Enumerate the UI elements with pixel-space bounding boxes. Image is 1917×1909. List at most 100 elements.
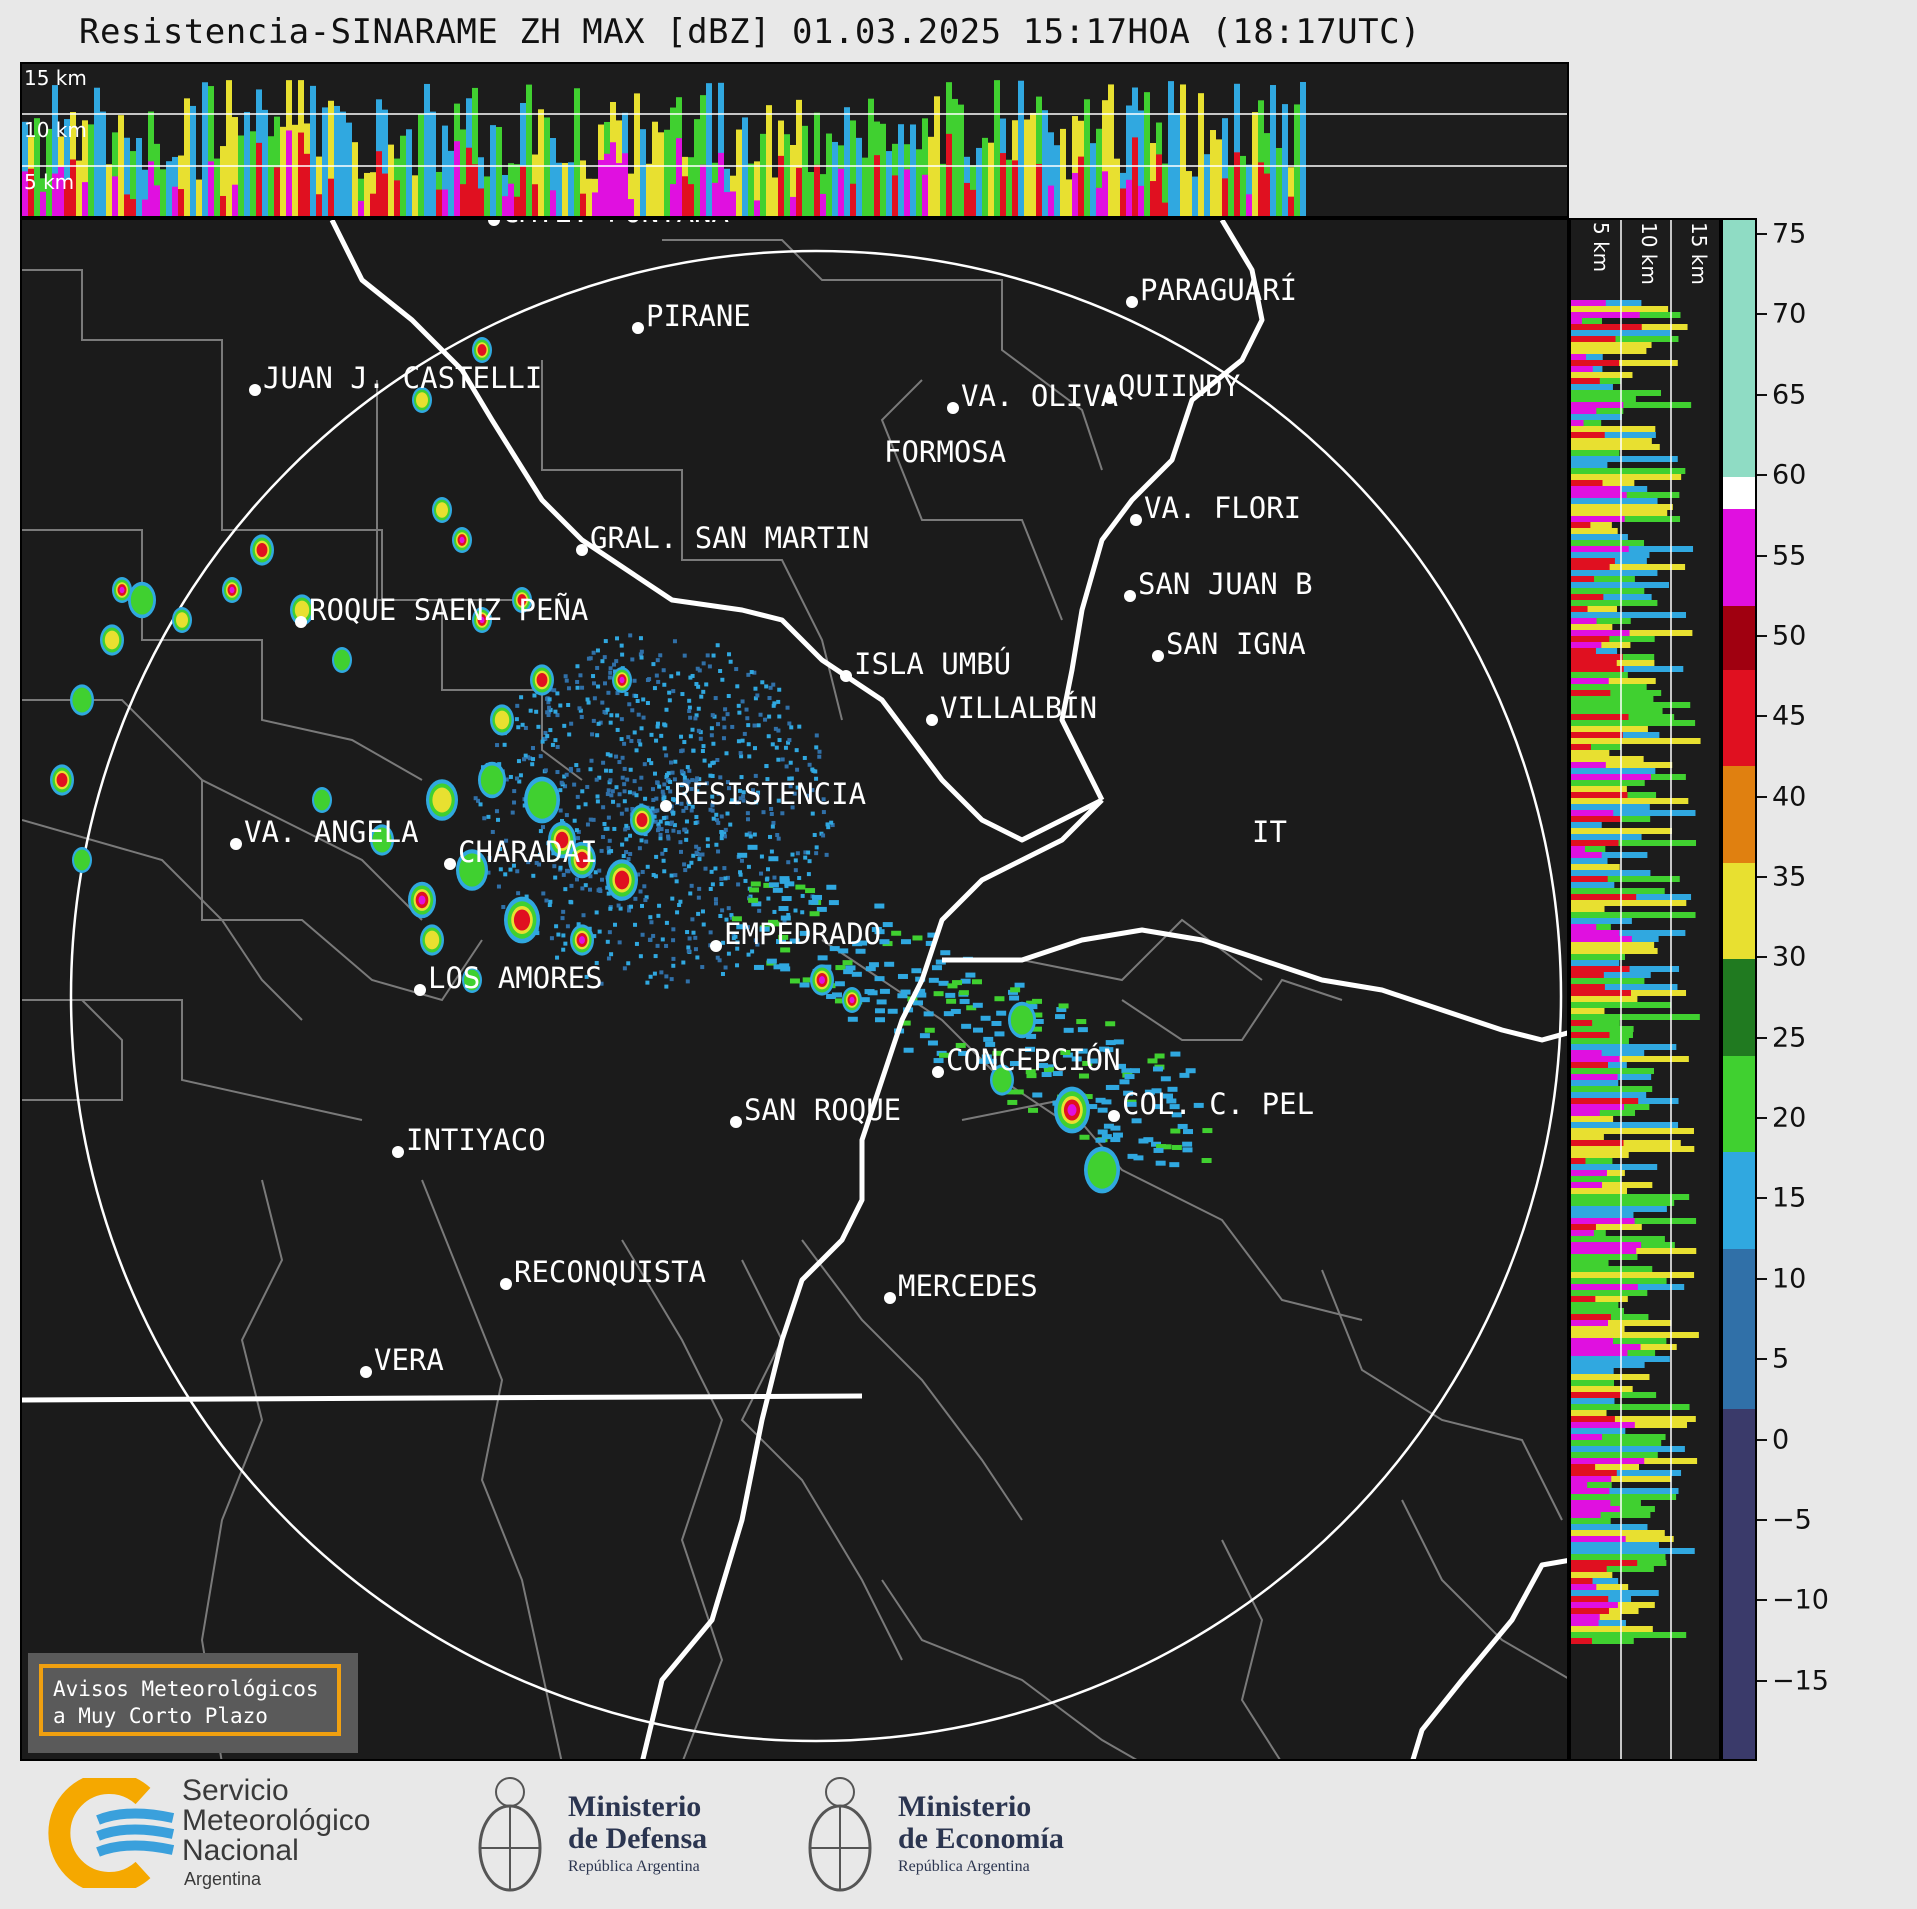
echo-clutter <box>553 709 558 714</box>
echo-clutter <box>755 693 760 698</box>
echo-clutter <box>490 829 495 834</box>
echo-clutter <box>637 846 642 851</box>
warning-box-frame[interactable]: Avisos Meteorológicos a Muy Corto Plazo <box>39 1664 341 1736</box>
city-label: PARAGUARÍ <box>1140 273 1298 307</box>
echo-streak <box>763 882 774 888</box>
echo-clutter <box>724 917 729 922</box>
xsec-column <box>388 144 394 216</box>
echo-clutter <box>682 653 687 658</box>
echo-clutter <box>634 748 639 753</box>
xsec-column <box>382 109 388 216</box>
echo-clutter <box>741 790 746 795</box>
xsec-column <box>88 124 94 216</box>
xsec-core <box>172 186 178 216</box>
echo-clutter <box>785 705 790 710</box>
city-label: SAN IGNA <box>1166 627 1306 661</box>
xsec-row <box>1571 1044 1677 1050</box>
xsec-column <box>1294 104 1300 216</box>
echo-clutter <box>575 794 580 799</box>
echo-clutter <box>553 738 558 743</box>
echo-clutter <box>523 753 528 758</box>
xsec-core <box>1246 194 1252 216</box>
echo-streak <box>900 989 911 995</box>
echo-clutter <box>594 910 599 915</box>
echo-clutter <box>806 850 811 855</box>
echo-clutter <box>679 734 684 739</box>
xsec-row <box>1571 882 1615 888</box>
xsec-core <box>1571 366 1593 372</box>
xsec-core <box>376 151 382 216</box>
xsec-row <box>1571 726 1648 732</box>
colorbar-segment <box>1723 1152 1755 1250</box>
city-marker <box>884 1292 896 1304</box>
xsec-row <box>1571 870 1651 876</box>
echo-clutter <box>806 793 811 798</box>
echo-streak <box>809 911 820 917</box>
xsec-core <box>922 174 928 216</box>
echo-clutter <box>630 807 635 812</box>
echo-clutter <box>619 811 624 816</box>
xsec-row <box>1571 396 1636 402</box>
xsec-core <box>1012 160 1018 216</box>
warning-panel[interactable]: Avisos Meteorológicos a Muy Corto Plazo <box>28 1653 358 1753</box>
xsec-core <box>580 193 586 216</box>
echo-clutter <box>517 779 522 784</box>
echo-clutter <box>565 924 570 929</box>
echo-clutter <box>645 701 650 706</box>
echo-clutter <box>689 883 694 888</box>
echo-clutter <box>688 675 693 680</box>
echo-clutter <box>585 822 590 827</box>
xsec-core <box>1288 196 1294 216</box>
echo-clutter <box>689 786 694 791</box>
echo-streak <box>834 998 845 1004</box>
echo-clutter <box>615 691 620 696</box>
echo-clutter <box>647 758 652 763</box>
echo-clutter <box>793 858 798 863</box>
echo-clutter <box>626 961 631 966</box>
echo-cell <box>819 976 825 984</box>
echo-clutter <box>636 872 641 877</box>
echo-clutter <box>653 874 658 879</box>
echo-streak <box>1087 1104 1098 1110</box>
echo-clutter <box>672 798 677 803</box>
echo-streak <box>753 964 764 970</box>
xsec-row <box>1571 468 1686 474</box>
xsec-column <box>478 157 484 216</box>
echo-streak <box>768 856 779 862</box>
city-label: ROQUE SAENZ PEÑA <box>309 593 589 627</box>
echo-clutter <box>710 794 715 799</box>
echo-clutter <box>651 933 656 938</box>
echo-streak <box>943 1011 954 1017</box>
xsec-core <box>358 200 364 216</box>
echo-streak <box>946 998 957 1004</box>
echo-streak <box>1163 1093 1174 1099</box>
echo-clutter <box>622 799 627 804</box>
echo-clutter <box>725 811 730 816</box>
echo-clutter <box>652 971 657 976</box>
smn-line-3: Nacional <box>182 1834 299 1867</box>
echo-clutter <box>737 710 742 715</box>
echo-clutter <box>726 951 731 956</box>
echo-clutter <box>512 789 517 794</box>
echo-clutter <box>486 870 491 875</box>
echo-clutter <box>651 797 656 802</box>
echo-streak <box>1167 1086 1178 1092</box>
echo-streak <box>933 1058 944 1064</box>
radar-map[interactable]: CMTE. FONTANAASUNCIÓNPARAGUARÍPIRANEJUAN… <box>20 218 1569 1761</box>
echo-clutter <box>641 715 646 720</box>
echo-clutter <box>649 761 654 766</box>
xsec-core <box>1571 1608 1609 1614</box>
echo-clutter <box>685 783 690 788</box>
echo-clutter <box>663 723 668 728</box>
echo-clutter <box>693 947 698 952</box>
echo-cell <box>256 542 268 558</box>
city-marker <box>1152 650 1164 662</box>
echo-clutter <box>643 796 648 801</box>
echo-clutter <box>624 837 629 842</box>
echo-clutter <box>478 802 483 807</box>
echo-streak <box>875 1017 886 1023</box>
echo-clutter <box>679 801 684 806</box>
xsec-row <box>1571 318 1602 324</box>
xsec-row <box>1571 1206 1667 1212</box>
echo-clutter <box>723 876 728 881</box>
